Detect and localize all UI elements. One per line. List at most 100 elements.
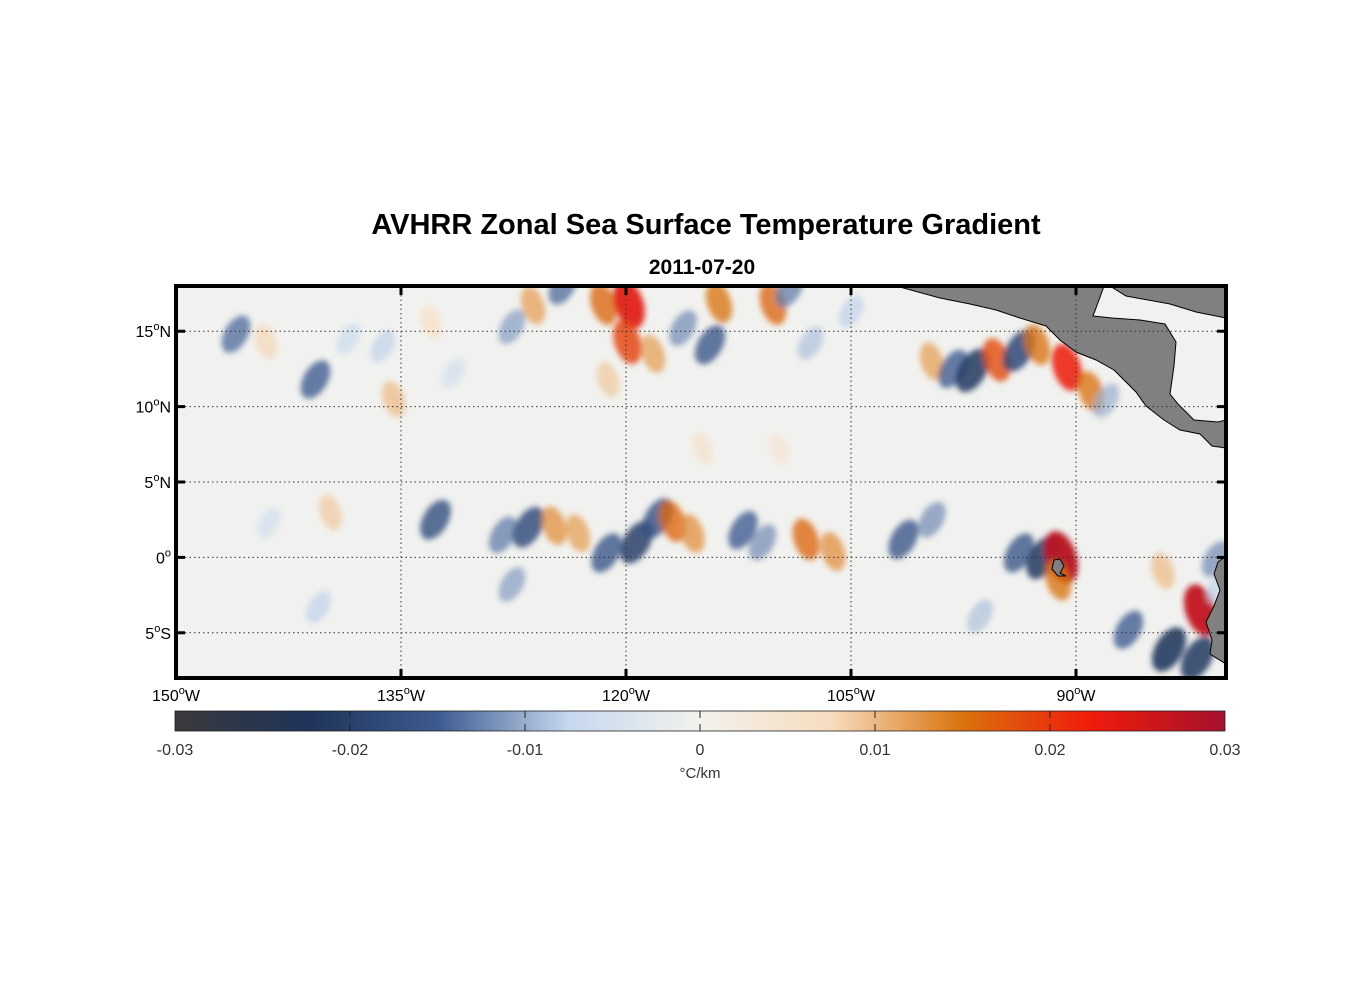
gradient-feature [1151,552,1175,590]
gradient-feature [541,506,567,546]
lon-tick-label-degrees: 135 [377,688,404,705]
lon-tick-label-hemisphere: W [410,688,426,705]
gradient-feature [679,513,705,553]
gradient-feature [1180,636,1215,678]
colorbar-tick-label: 0.01 [859,742,890,759]
colorbar-tick-label: -0.01 [507,742,544,759]
gradient-feature [1092,383,1120,418]
degree-symbol: o [153,472,159,484]
gradient-feature [498,567,526,602]
lat-tick-label-hemisphere: N [159,475,171,492]
lon-tick-label: 105oW [827,685,876,705]
gradient-feature [596,361,620,398]
lat-tick-label-hemisphere: S [160,626,171,643]
degree-symbol: o [629,685,635,697]
lat-tick-label-hemisphere: N [159,400,171,417]
gradient-feature [306,590,331,624]
gradient-feature [691,432,714,466]
lon-tick-label-degrees: 120 [602,688,629,705]
gradient-feature [918,501,946,538]
degree-symbol: o [179,685,185,697]
colorbar-tick-label: 0.02 [1034,742,1065,759]
gradient-feature [792,518,820,561]
chart-title: AVHRR Zonal Sea Surface Temperature Grad… [371,209,1041,241]
lon-tick-label-degrees: 105 [827,688,854,705]
degree-symbol: o [153,397,159,409]
gradient-feature [955,348,990,393]
gradient-feature [967,599,993,633]
lat-tick-label-degrees: 5 [144,475,153,492]
gradient-feature [888,519,919,559]
lon-tick-label: 120oW [602,685,651,705]
gradient-feature [565,514,591,553]
gradient-feature [254,324,278,359]
lat-tick-label: 15oN [136,321,171,341]
lon-tick-label-degrees: 150 [152,688,179,705]
lon-tick-label: 135oW [377,685,426,705]
lon-tick-label-hemisphere: W [185,688,201,705]
gradient-feature [441,358,466,389]
gradient-feature [982,338,1011,382]
lon-tick-label-hemisphere: W [635,688,651,705]
gradient-feature [659,500,686,542]
gradient-feature [728,511,758,550]
colorbar-tick-label: 0.03 [1209,742,1240,759]
longitude-tick-labels: 150oW 135oW 120oW 105oW 90oW [152,685,1096,705]
gradient-feature [1023,324,1051,366]
gradient-feature [768,433,790,465]
gradient-feature [1044,559,1072,601]
gradient-feature [820,531,846,571]
degree-symbol: o [404,685,410,697]
colorbar-tick-label: -0.03 [157,742,194,759]
gradient-feature [488,516,518,554]
colorbar-unit-label: °C/km [680,765,721,782]
gradient-feature [257,507,281,539]
lon-tick-label-hemisphere: W [1080,688,1096,705]
chart-subtitle: 2011-07-20 [649,256,755,279]
gradient-feature [797,326,824,360]
sst-gradient-field [221,286,1226,678]
degree-symbol: o [165,547,171,559]
gradient-feature [548,286,578,305]
gradient-feature [705,286,733,323]
gradient-feature [838,295,864,328]
lat-tick-label: 5oN [144,472,171,492]
degree-symbol: o [153,321,159,333]
lat-tick-label-degrees: 5 [145,626,154,643]
map-frame [174,284,1228,680]
lat-tick-label: 5oS [145,623,171,643]
gradient-feature [498,309,526,345]
gradient-feature [1151,627,1187,672]
gradient-feature [613,319,642,364]
gradient-feature [319,494,342,530]
degree-symbol: o [1074,685,1080,697]
lat-tick-label: 0o [156,547,171,567]
land-yucatan [1109,286,1226,319]
land-layer [895,286,1226,665]
lon-tick-label-degrees: 90 [1056,688,1074,705]
lat-tick-label-degrees: 10 [136,400,154,417]
lat-tick-label: 10oN [136,397,171,417]
gradient-feature [669,310,697,347]
gradient-feature [221,315,251,353]
land-galapagos [1051,558,1067,577]
lat-tick-label-degrees: 15 [136,324,154,341]
lon-tick-label: 90oW [1056,685,1096,705]
colorbar-tick-label: 0 [696,742,705,759]
gradient-feature [1113,610,1144,649]
degree-symbol: o [854,685,860,697]
gradient-feature [512,506,545,548]
gradient-feature [420,305,442,339]
lat-tick-label-hemisphere: N [159,324,171,341]
gradient-feature [520,286,546,325]
lat-tick-label-degrees: 0 [156,550,165,567]
gradient-feature [748,524,777,561]
land-central-america [895,286,1226,449]
land-south-america [1205,555,1226,665]
gradient-feature [1003,533,1035,573]
lon-tick-label: 150oW [152,685,201,705]
degree-symbol: o [154,623,160,635]
map-panel: 150oW 135oW 120oW 105oW 90oW 15oN10oN5oN0o5o… [136,284,1228,705]
colorbar-tick-label: -0.02 [332,742,369,759]
